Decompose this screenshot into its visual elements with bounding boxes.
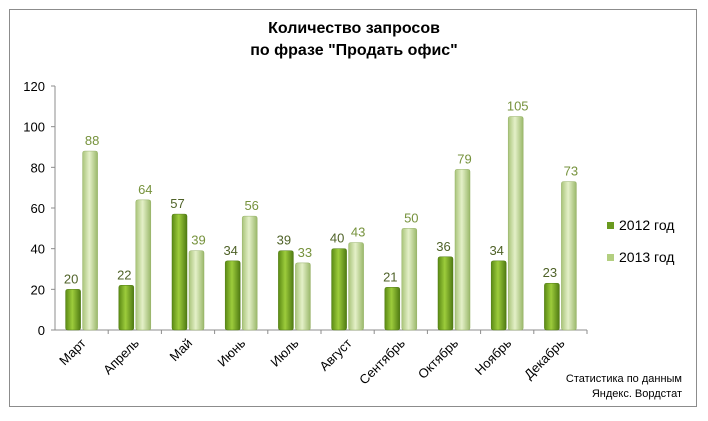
bar-2013-5 [348,242,364,331]
data-label-2012-9: 23 [543,265,557,280]
legend-label-2013: 2013 год [619,249,675,265]
bar-2012-7 [437,256,454,331]
data-label-2013-3: 56 [244,198,258,213]
bar-2012-0 [65,289,81,331]
bar-2013-2 [188,250,205,331]
chart-title-line-1: Количество запросов [268,20,440,37]
x-tick-label: Август [316,335,354,373]
data-label-2012-1: 22 [117,267,131,282]
chart-title-line-2: по фразе "Продать офис" [250,42,458,59]
x-tick-label: Июль [267,335,301,369]
chart-bars [65,116,577,331]
x-tick-label: Июнь [214,335,248,369]
y-tick-label: 60 [31,201,45,216]
data-label-2013-2: 39 [191,233,205,248]
legend-swatch-2012 [607,221,614,229]
legend-item-2012: 2012 год [607,215,674,235]
bar-2012-6 [384,287,401,331]
x-tick-label: Март [56,335,89,368]
y-tick-label: 40 [31,242,45,257]
x-tick-label: Ноябрь [472,335,515,378]
legend-item-2013: 2013 год [607,247,674,267]
data-label-2012-0: 20 [64,271,78,286]
bar-2013-7 [454,169,471,331]
legend-swatch-2013 [607,253,614,261]
chart-labels: 20 88 22 64 57 39 34 56 39 33 40 43 21 50 36 79 34 105 23 7… [64,99,578,287]
bar-2012-5 [331,248,347,331]
data-label-2012-8: 34 [489,243,503,258]
bar-2012-4 [278,250,294,331]
x-tick-label: Сентябрь [356,335,408,387]
chart-axes: 0 20 40 60 80 100 120 Март Апрель Май Июнь Июль Авгу… [23,79,588,387]
x-tick-label: Май [167,336,196,365]
bar-2012-8 [490,260,507,331]
y-tick-label: 0 [38,323,45,338]
source-note-line-1: Статистика по данным [565,373,682,385]
bar-2012-3 [224,260,241,331]
bar-2013-6 [401,228,418,331]
data-label-2013-4: 33 [298,245,312,260]
data-label-2013-8: 105 [507,99,529,114]
chart-frame [9,9,697,407]
data-label-2012-6: 21 [383,269,397,284]
bar-2013-9 [561,181,577,331]
bar-2013-3 [241,215,258,331]
data-label-2013-0: 88 [85,133,99,148]
data-label-2013-9: 73 [564,164,578,179]
data-label-2012-7: 36 [436,239,450,254]
data-label-2012-5: 40 [330,231,344,246]
data-label-2013-6: 50 [404,210,418,225]
bar-2013-4 [295,262,311,331]
bar-2012-1 [118,285,135,331]
data-label-2013-1: 64 [138,182,152,197]
bar-2012-2 [171,213,188,331]
chart-legend: 2012 год 2013 год [607,215,674,279]
data-label-2013-5: 43 [351,225,365,240]
data-label-2013-7: 79 [457,151,471,166]
y-tick-label: 20 [31,282,45,297]
y-tick-label: 80 [31,160,45,175]
source-note-line-2: Яндекс. Вордстат [591,388,682,400]
x-tick-label: Октябрь [415,335,461,381]
y-tick-label: 100 [23,120,45,135]
x-tick-label: Апрель [100,335,142,377]
bar-2013-8 [507,116,524,331]
source-note: Статистика по данным Яндекс. Вордстат [520,372,682,402]
data-label-2012-3: 34 [223,243,237,258]
data-label-2012-2: 57 [170,196,184,211]
bar-2013-1 [135,199,152,331]
legend-label-2012: 2012 год [619,217,675,233]
y-tick-label: 120 [23,79,45,94]
bar-2012-9 [544,282,560,331]
chart-title: Количество запросов по фразе "Продать оф… [0,18,708,62]
bar-2013-0 [82,150,98,331]
data-label-2012-4: 39 [277,233,291,248]
